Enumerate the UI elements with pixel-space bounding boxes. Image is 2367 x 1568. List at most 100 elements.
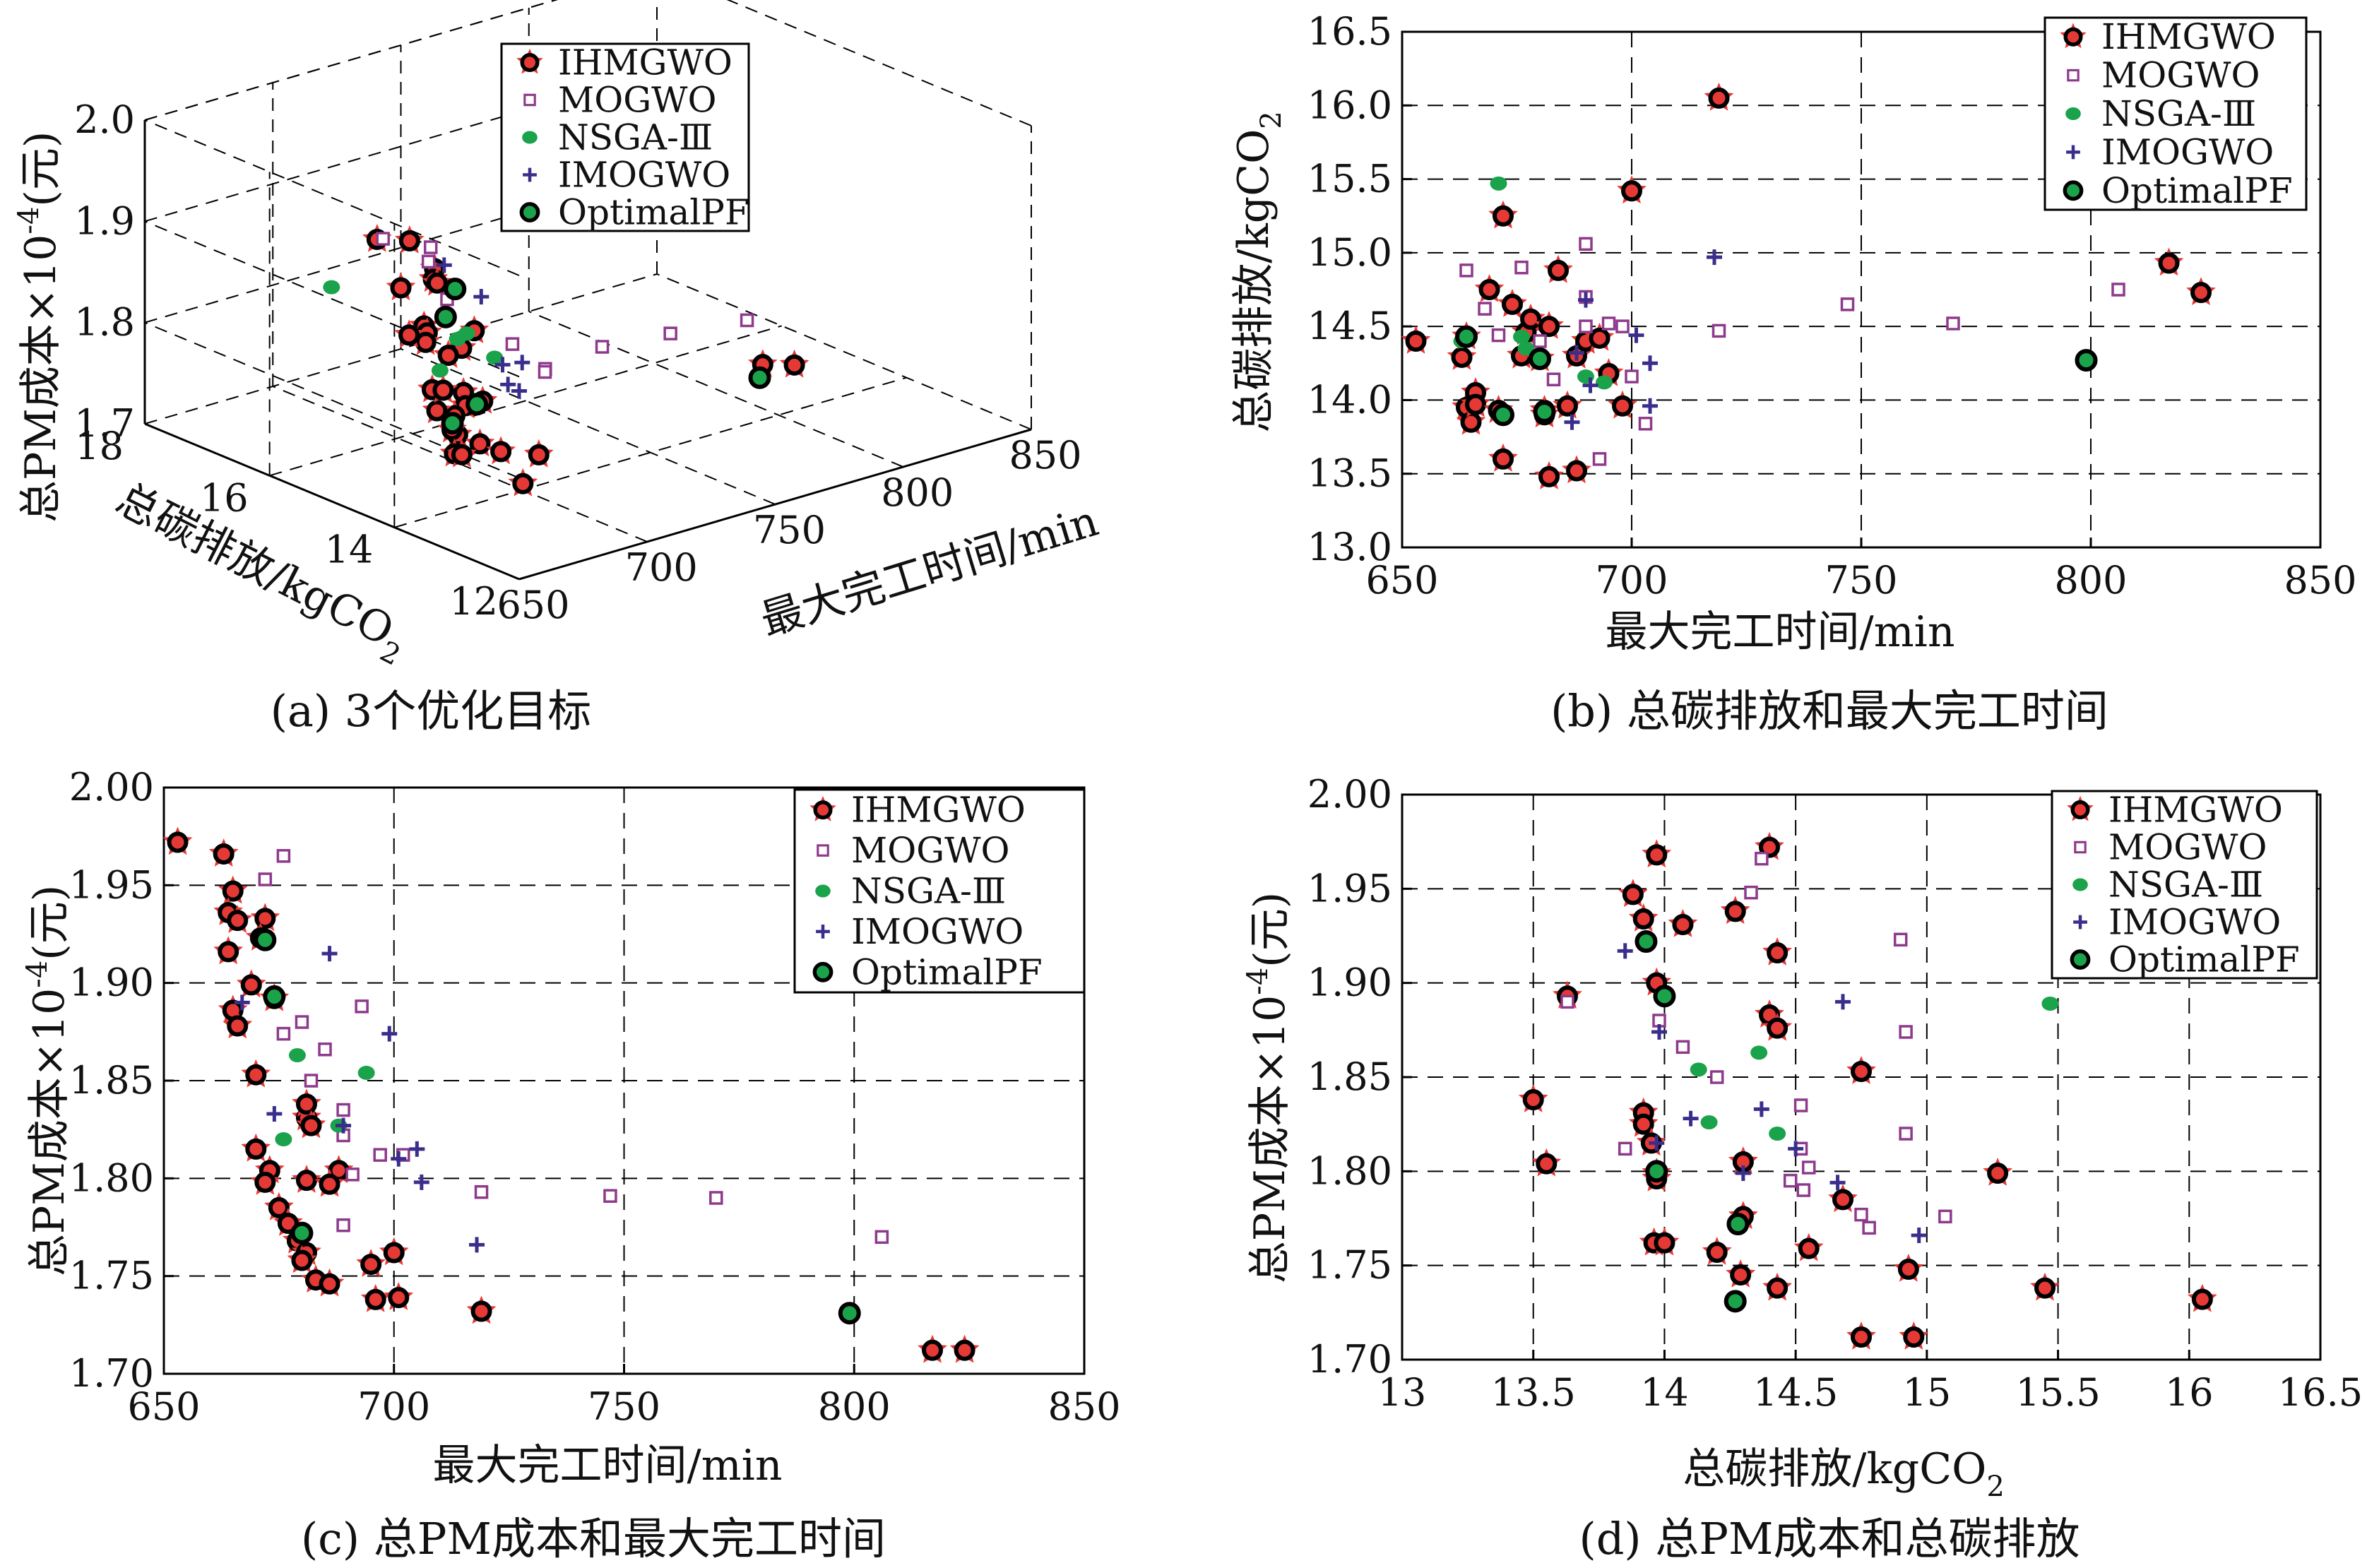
c-point-star-0-2-ring (222, 880, 244, 902)
b-point-star-0-19 (1543, 254, 1573, 283)
c-point-star-0-4-ring (227, 910, 249, 932)
a-point-star-0-9 (410, 326, 441, 355)
c-point-star-0-1 (208, 838, 239, 867)
b-point-star-0-1-ring (1451, 346, 1473, 368)
b-point-square-1-10 (1615, 319, 1630, 333)
b-legend-label-2: NSGA-Ⅲ (2101, 93, 2256, 134)
b-point-star-0-27 (1617, 175, 1647, 204)
panel-a-ticks: 650 700 750 800 850 12 14 16 181.7 1.8 1.9 2.0 (74, 97, 1081, 627)
c-point-star-0-29-ring (360, 1254, 382, 1276)
b-xtick-label-0: 650 (1365, 558, 1438, 602)
c-point-dot-2-0 (288, 1048, 306, 1063)
a-point-square-1-2 (423, 240, 438, 254)
d-point-star-0-20-ring (1987, 1163, 2009, 1184)
a-point-ring-4-0 (444, 278, 467, 301)
a-point-star-0-26-ring (437, 345, 459, 367)
a-legend-label-1: MOGWO (558, 80, 717, 121)
a-point-star-0-15-ring (426, 400, 448, 422)
c-point-star-0-24 (292, 1088, 321, 1117)
a-legend-marker-0-ring (520, 52, 540, 72)
c-legend-marker-4 (812, 961, 834, 982)
b-legend-box (2043, 16, 2308, 211)
b-point-star-0-28-ring (1708, 87, 1730, 109)
d-legend-label-3: IMOGWO (2108, 902, 2281, 943)
a-point-star-0-24-ring (512, 473, 534, 494)
c-point-star-0-20-ring (291, 1249, 313, 1271)
b-point-star-0-24-ring (1589, 327, 1610, 349)
b-point-ring-4-3-ring (1529, 348, 1551, 371)
c-point-star-0-25-ring (300, 1115, 322, 1136)
b-point-ring-4-0 (1455, 325, 1478, 348)
d-legend-marker-0-ring (2070, 800, 2090, 819)
panel-a-caption: (a) 3个优化目标 (271, 685, 592, 737)
a-legend-marker-4 (519, 202, 540, 222)
b-ytick-label-0: 13.0 (1307, 525, 1392, 569)
c-ytick-label-5: 1.95 (69, 862, 154, 907)
c-point-star-0-13-ring (245, 1138, 267, 1160)
d-point-square-1-13 (1783, 1173, 1798, 1188)
d-point-star-0-27-ring (1730, 1264, 1752, 1285)
d-ytick-label-6: 2.00 (1307, 772, 1392, 816)
d-point-star-0-30 (2030, 1272, 2060, 1301)
a-point-star-0-5-ring (390, 277, 412, 299)
a-xtick-label-2: 750 (753, 508, 826, 552)
a-point-star-0-21-ring (469, 433, 491, 455)
b-point-square-1-4 (1533, 334, 1547, 348)
d-legend-marker-4-ring (2070, 949, 2091, 970)
b-point-square-1-2 (1491, 328, 1506, 343)
d-legend-marker-2 (2072, 878, 2088, 891)
b-point-ring-4-2 (1533, 400, 1556, 424)
b-point-plus-3-2 (1582, 377, 1598, 393)
d-point-ring-4-0 (1635, 930, 1658, 953)
panel-c-y-axis-label: 总PM成本×10-4(元) (21, 885, 74, 1276)
b-point-star-0-28 (1704, 82, 1734, 111)
a-zgrid-left-3 (144, 119, 520, 276)
d-xtick-label-4: 15 (1902, 1370, 1951, 1415)
b-point-star-0-11 (1497, 288, 1527, 317)
c-point-star-0-26 (292, 1165, 321, 1193)
d-ytick-label-0: 1.70 (1307, 1337, 1392, 1382)
b-point-star-0-31 (1534, 461, 1564, 489)
a-point-square-1-8 (663, 326, 677, 340)
c-legend-label-3: IMOGWO (851, 911, 1024, 952)
d-ytick-label-5: 1.95 (1307, 866, 1392, 910)
a-point-dot-2-0 (323, 280, 340, 295)
b-point-star-0-22 (1562, 455, 1591, 484)
a-ygrid-floor-2 (269, 325, 782, 477)
b-point-star-0-10 (1488, 443, 1518, 472)
c-legend-marker-4-ring (812, 961, 834, 982)
b-point-star-0-27-ring (1621, 180, 1642, 202)
b-point-plus-3-3 (1628, 327, 1644, 343)
a-top-edge-2 (726, 0, 1032, 126)
a-point-square-1-9 (740, 313, 754, 328)
d-point-star-0-26-ring (1798, 1237, 1820, 1259)
c-point-star-0-20 (287, 1245, 317, 1273)
c-point-ring-4-0-ring (254, 928, 277, 951)
d-point-star-0-17-ring (1536, 1153, 1558, 1175)
b-point-star-0-9 (1488, 200, 1518, 229)
b-point-star-0-9-ring (1493, 205, 1514, 227)
d-ytick-label-3: 1.85 (1307, 1055, 1392, 1099)
b-legend-label-4: OptimalPF (2101, 170, 2293, 211)
d-point-plus-3-6 (1829, 1175, 1846, 1191)
b-ytick-label-2: 14.0 (1307, 377, 1392, 422)
c-point-ring-4-1 (263, 985, 286, 1009)
c-legend-marker-1 (817, 844, 829, 857)
a-point-star-0-29-ring (783, 354, 805, 376)
c-point-star-0-16-ring (268, 1196, 290, 1218)
a-point-star-0-5 (386, 272, 416, 301)
a-point-star-0-25 (447, 439, 477, 468)
a-point-ring-4-3 (441, 412, 464, 435)
b-point-dot-2-3 (1517, 341, 1535, 356)
d-xtick-label-6: 16 (2165, 1370, 2214, 1415)
a-point-ring-4-2-ring (465, 393, 489, 416)
panel-d-scatter: 13 13.5 14 14.5 15 15.5 16 16.5 1.70 1.75 1.80 1.85… (1242, 772, 2363, 1564)
c-point-star-0-10-ring (227, 1015, 249, 1037)
d-point-square-1-9 (1899, 1127, 1913, 1141)
a-xtick-label-0: 650 (497, 583, 569, 627)
c-point-star-0-15-ring (254, 1171, 276, 1193)
b-point-square-1-13 (1592, 452, 1607, 466)
